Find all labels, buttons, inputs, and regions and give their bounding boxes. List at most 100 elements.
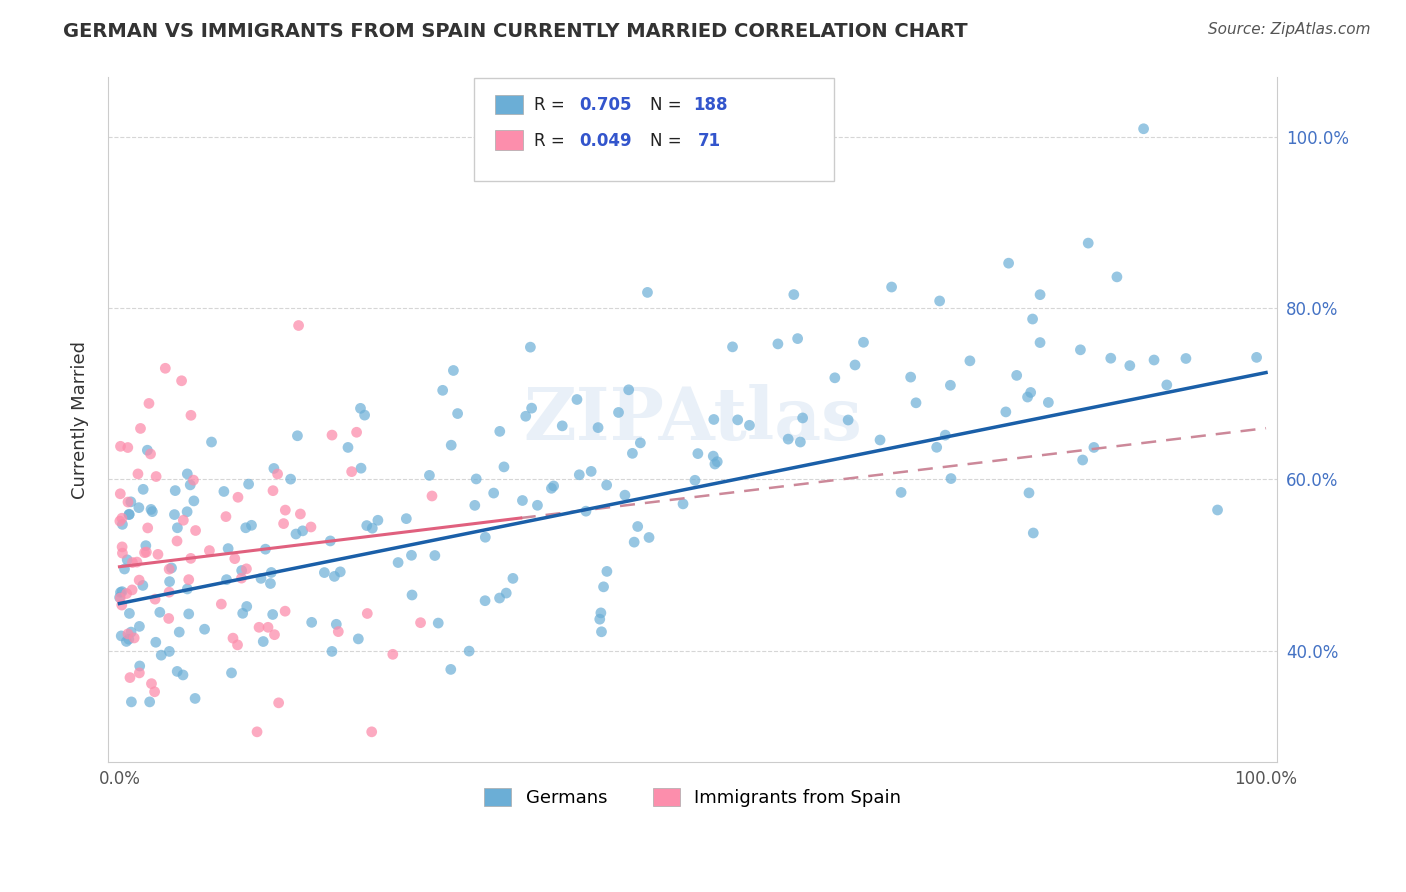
Point — [492, 459, 515, 474]
Point — [1029, 335, 1052, 350]
Point — [592, 580, 614, 594]
Point — [325, 617, 347, 632]
Point — [328, 624, 350, 639]
Point — [134, 546, 156, 560]
Point — [290, 507, 312, 521]
Point — [350, 461, 373, 475]
Point — [254, 542, 277, 557]
Point — [613, 488, 636, 502]
Point — [122, 631, 145, 645]
Point — [579, 464, 602, 478]
Point — [738, 418, 761, 433]
Point — [280, 472, 302, 486]
Point — [198, 543, 221, 558]
Point — [128, 619, 150, 633]
Point — [1143, 353, 1166, 368]
Point — [141, 505, 163, 519]
Point — [166, 521, 188, 535]
Point — [215, 573, 238, 587]
Point — [565, 392, 588, 407]
Point — [672, 497, 695, 511]
Point — [458, 644, 481, 658]
Point — [367, 513, 389, 527]
Point — [890, 485, 912, 500]
Point — [1083, 441, 1105, 455]
Point — [135, 545, 157, 559]
Point — [159, 574, 181, 589]
Point — [440, 438, 463, 452]
Point — [238, 477, 260, 491]
Point — [127, 467, 149, 481]
Point — [246, 724, 269, 739]
Point — [257, 620, 280, 634]
Point — [262, 607, 284, 622]
Point — [900, 370, 922, 384]
Point — [482, 486, 505, 500]
Point — [120, 625, 142, 640]
Point — [111, 546, 134, 560]
Point — [224, 551, 246, 566]
Point — [703, 457, 725, 471]
Point — [170, 374, 193, 388]
Point — [778, 432, 800, 446]
Point — [231, 571, 253, 585]
Point — [262, 483, 284, 498]
Point — [108, 591, 131, 605]
Point — [176, 467, 198, 481]
Point — [120, 495, 142, 509]
Text: N =: N = — [650, 96, 686, 114]
Point — [301, 615, 323, 630]
Text: R =: R = — [534, 96, 571, 114]
Point — [997, 256, 1019, 270]
Point — [702, 449, 724, 463]
Point — [117, 495, 139, 509]
Point — [551, 418, 574, 433]
Point — [120, 695, 142, 709]
Point — [540, 481, 562, 495]
Point — [1099, 351, 1122, 366]
Point — [273, 516, 295, 531]
Point — [409, 615, 432, 630]
Point — [844, 358, 866, 372]
Point — [128, 500, 150, 515]
Point — [721, 340, 744, 354]
Point — [114, 562, 136, 576]
Point — [172, 513, 194, 527]
Point — [381, 648, 404, 662]
Point — [180, 409, 202, 423]
Point — [266, 467, 288, 481]
Point — [638, 531, 661, 545]
Point — [766, 337, 789, 351]
Point — [240, 518, 263, 533]
Point — [934, 428, 956, 442]
Point — [880, 280, 903, 294]
Point — [427, 616, 450, 631]
Point — [118, 508, 141, 522]
Point — [235, 599, 257, 614]
Point — [1029, 287, 1052, 301]
Point — [274, 604, 297, 618]
Point — [167, 625, 190, 640]
Point — [589, 612, 612, 626]
Point — [347, 632, 370, 646]
Point — [121, 582, 143, 597]
Point — [260, 566, 283, 580]
Point — [115, 634, 138, 648]
Point — [183, 473, 205, 487]
Point — [502, 571, 524, 585]
Point — [111, 517, 134, 532]
Point — [591, 624, 613, 639]
Point — [212, 484, 235, 499]
Point — [184, 524, 207, 538]
Point — [869, 433, 891, 447]
Point — [118, 632, 141, 647]
Point — [703, 412, 725, 426]
Point — [1022, 526, 1045, 541]
Point — [939, 378, 962, 392]
Point — [165, 483, 187, 498]
Point — [1005, 368, 1028, 383]
Point — [314, 566, 336, 580]
Point — [221, 665, 243, 680]
Point — [110, 591, 132, 605]
Point — [176, 582, 198, 596]
